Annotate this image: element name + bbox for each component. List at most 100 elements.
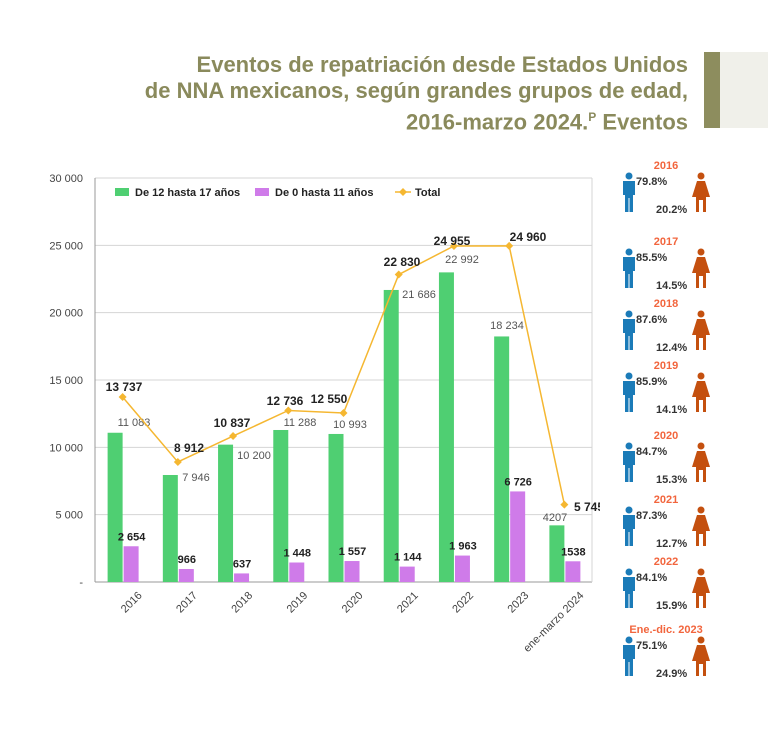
male-percent: 84.7% [636, 446, 668, 458]
bar-12-17 [162, 474, 178, 582]
year-label: 2016 [653, 160, 679, 172]
bar-0-11-label: 1 963 [449, 541, 477, 553]
y-tick-label: 5 000 [55, 510, 83, 522]
x-tick-label: 2023 [505, 590, 531, 616]
total-label: 10 837 [214, 416, 251, 430]
male-icon [622, 310, 636, 355]
male-percent: 87.6% [636, 314, 668, 326]
bar-12-17 [438, 272, 454, 582]
bar-0-11-label: 1 557 [339, 546, 367, 558]
chart-title: Eventos de repatriación desde Estados Un… [145, 52, 688, 135]
female-icon [692, 172, 710, 217]
year-label: 2021 [653, 494, 679, 506]
bar-0-11 [399, 566, 415, 582]
y-tick-label: 10 000 [49, 442, 83, 454]
female-icon [692, 442, 710, 487]
total-marker [173, 457, 182, 466]
legend-marker [399, 188, 407, 196]
year-label: Ene.-dic. 2023 [629, 624, 703, 636]
x-tick-label: 2022 [450, 590, 476, 616]
year-label: 2020 [653, 430, 679, 442]
male-icon [622, 172, 636, 217]
legend-swatch [115, 188, 129, 196]
bar-12-17 [273, 429, 289, 582]
sex-breakdown-item: 2017 85.5% 14.5% [610, 236, 730, 292]
decorative-olive-bar [704, 52, 720, 128]
female-percent: 12.7% [656, 538, 688, 550]
total-marker [394, 270, 403, 279]
bar-12-17-label: 7 946 [182, 472, 210, 484]
decorative-grey-bar [720, 52, 768, 128]
total-marker [284, 406, 293, 415]
title-line-2: de NNA mexicanos, según grandes grupos d… [144, 78, 688, 103]
total-label: 12 736 [267, 394, 304, 408]
bar-0-11-label: 2 654 [118, 531, 146, 543]
y-tick-label: 15 000 [49, 375, 83, 387]
legend-label: De 0 hasta 11 años [275, 187, 373, 199]
bar-0-11-label: 6 726 [504, 476, 532, 488]
bar-12-17-label: 18 234 [490, 320, 524, 332]
male-percent: 75.1% [636, 640, 668, 652]
male-percent: 84.1% [636, 572, 668, 584]
female-percent: 20.2% [656, 204, 688, 216]
x-tick-label: 2018 [229, 590, 255, 616]
total-label: 24 960 [510, 230, 547, 244]
total-label: 8 912 [174, 441, 204, 455]
female-percent: 15.9% [656, 600, 688, 612]
male-icon [622, 248, 636, 293]
bar-12-17-label: 11 288 [284, 417, 317, 429]
total-marker [449, 241, 458, 250]
title-line-1: Eventos de repatriación desde Estados Un… [196, 52, 688, 77]
y-tick-label: 25 000 [49, 240, 83, 252]
bar-12-17 [383, 289, 399, 582]
male-percent: 87.3% [636, 510, 668, 522]
y-tick-label: - [79, 577, 83, 589]
year-label: 2018 [653, 298, 679, 310]
male-icon [622, 372, 636, 417]
sex-breakdown-item: 2019 85.9% 14.1% [610, 360, 730, 416]
x-tick-label: 2019 [285, 590, 311, 616]
female-percent: 14.5% [656, 280, 688, 292]
bar-12-17 [328, 433, 344, 582]
year-label: 2017 [653, 236, 679, 248]
total-marker [118, 393, 127, 402]
bar-12-17 [549, 525, 565, 582]
female-icon [692, 372, 710, 417]
bar-12-17 [494, 336, 510, 582]
sex-breakdown-item: 2021 87.3% 12.7% [610, 494, 730, 550]
sex-breakdown-item: 2018 87.6% 12.4% [610, 298, 730, 354]
female-percent: 12.4% [656, 342, 688, 354]
sex-breakdown-item: 2022 84.1% 15.9% [610, 556, 730, 612]
bar-0-11 [565, 561, 581, 582]
title-line-3: 2016-marzo 2024.P Eventos [145, 104, 688, 135]
bar-0-11-label: 1 144 [394, 552, 422, 564]
x-tick-label: 2021 [395, 590, 421, 616]
female-icon [692, 310, 710, 355]
bar-12-17-label: 10 200 [237, 450, 271, 462]
bar-0-11 [178, 568, 194, 582]
female-percent: 14.1% [656, 404, 688, 416]
bar-0-11 [234, 573, 250, 582]
bar-0-11-label: 966 [178, 554, 196, 566]
bar-0-11 [344, 561, 360, 582]
male-percent: 85.9% [636, 376, 668, 388]
x-tick-label: ene-marzo 2024 [521, 590, 586, 655]
total-marker [229, 432, 238, 441]
bar-12-17-label: 21 686 [402, 289, 436, 301]
male-icon [622, 636, 636, 681]
total-label: 12 550 [311, 392, 348, 406]
total-marker [505, 241, 514, 250]
bar-12-17-label: 22 992 [445, 254, 479, 266]
bar-12-17-label: 10 993 [333, 419, 367, 431]
bar-12-17 [107, 432, 123, 582]
title-sup: P [588, 110, 597, 124]
male-percent: 85.5% [636, 252, 668, 264]
total-marker [339, 408, 348, 417]
female-icon [692, 568, 710, 613]
x-tick-label: 2017 [174, 590, 200, 616]
bar-0-11 [289, 562, 305, 582]
sex-breakdown-item: Ene.-dic. 2023 75.1% 24.9% [610, 624, 730, 680]
title-line-3b: Eventos [596, 109, 688, 135]
total-label: 24 955 [434, 234, 471, 248]
